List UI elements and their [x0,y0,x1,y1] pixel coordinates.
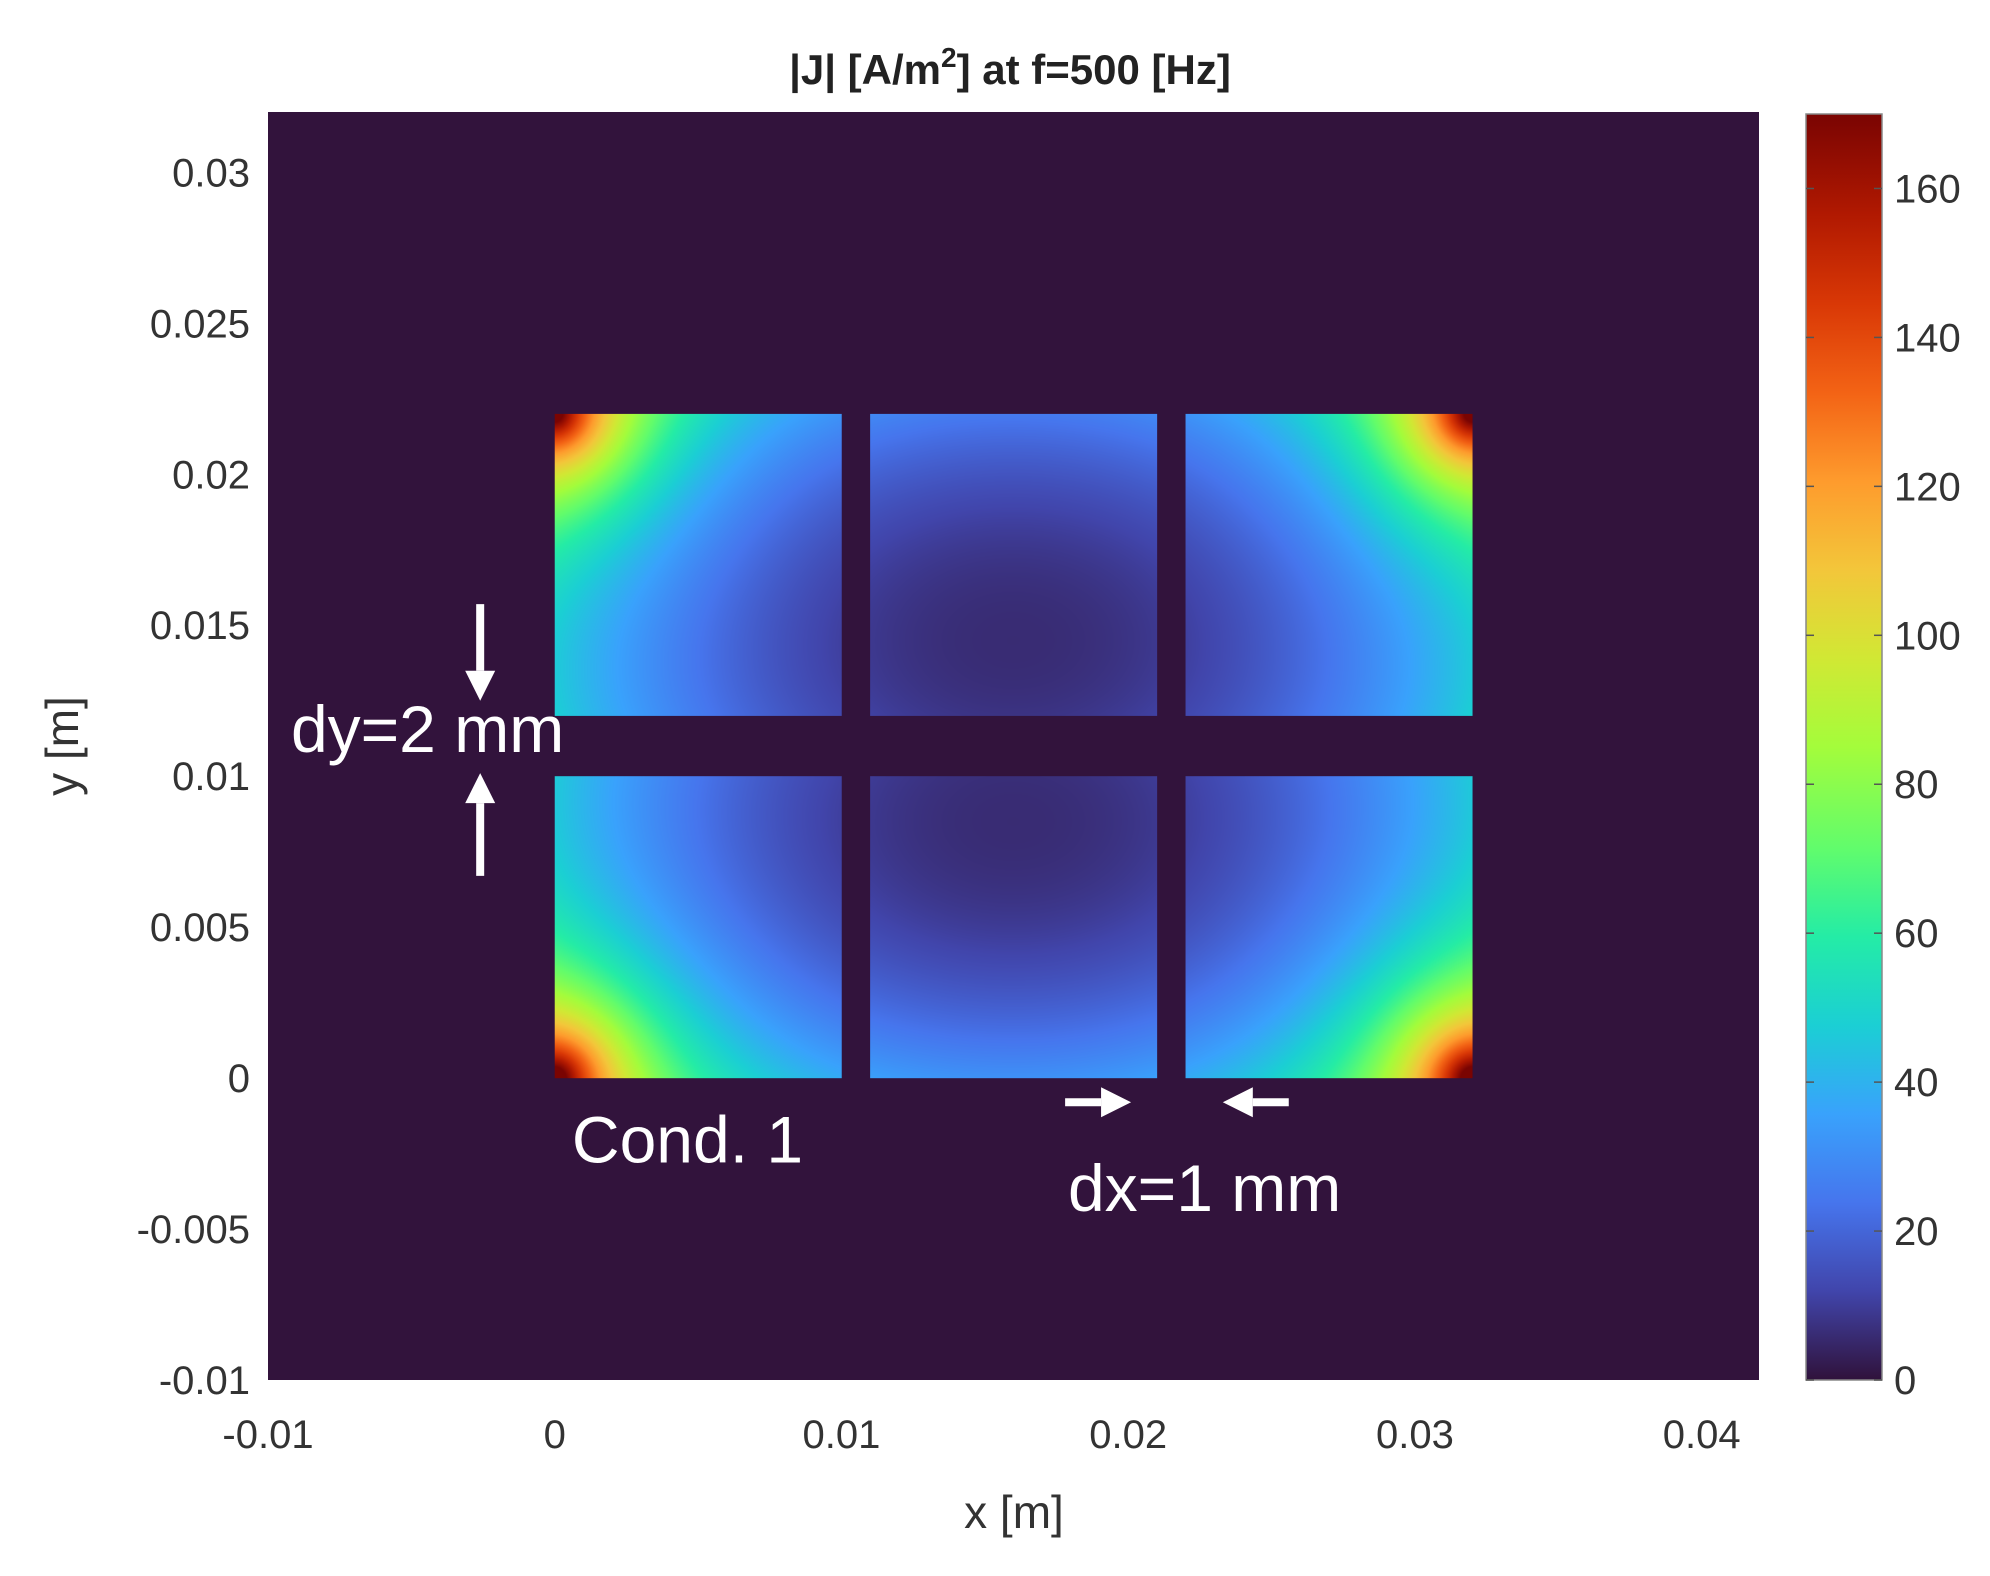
arrow-head [465,773,496,804]
y-axis-ticks: -0.01 -0.005 0 0.005 0.01 0.015 0.02 0.025 0.03 [137,151,250,1403]
chart-title: |J| [A/m2] at f=500 [Hz] [789,42,1231,94]
y-tick-label: 0.02 [172,453,250,497]
colorbar-ticks: 0 20 40 60 80 100 120 140 160 [1806,167,1961,1403]
y-tick-label: 0.03 [172,151,250,195]
x-tick-label: 0 [544,1413,566,1457]
arrow-head [1101,1087,1132,1118]
plot-area [268,112,1759,1380]
conductor-4 [554,413,842,716]
x-tick-label: 0.01 [803,1413,881,1457]
annotation-layer: dy=2 mm Cond. 1 dx=1 mm [291,604,1341,1225]
x-axis-label: x [m] [964,1486,1064,1538]
colorbar-tick-label: 160 [1894,167,1961,211]
x-tick-label: 0.04 [1663,1413,1741,1457]
annotation-label: dx=1 mm [1068,1151,1341,1225]
y-tick-label: 0 [228,1057,250,1101]
y-tick-label: 0.005 [150,906,250,950]
y-tick-label: 0.015 [150,604,250,648]
conductor-3 [1185,776,1473,1079]
x-tick-label: -0.01 [222,1413,313,1457]
arrow-head [1222,1087,1253,1118]
conductor-6 [1185,413,1473,716]
y-tick-label: -0.005 [137,1208,250,1252]
dimension-arrow [1222,1087,1289,1118]
arrow-head [465,670,496,701]
conductor-5 [870,413,1158,716]
x-tick-label: 0.02 [1089,1413,1167,1457]
colorbar-tick-label: 60 [1894,912,1939,956]
dimension-arrow [465,604,496,701]
colorbar-tick-label: 40 [1894,1061,1939,1105]
colorbar-tick-label: 100 [1894,614,1961,658]
colorbar [1805,113,1883,1381]
colorbar-tick-label: 120 [1894,465,1961,509]
colorbar-tick-label: 140 [1894,316,1961,360]
y-tick-label: 0.01 [172,755,250,799]
conductor-1 [554,776,842,1079]
conductor-2 [870,776,1158,1079]
colorbar-tick-label: 80 [1894,763,1939,807]
dimension-arrow [1065,1087,1132,1118]
annotation-label: dy=2 mm [291,692,564,766]
x-axis-ticks: -0.01 0 0.01 0.02 0.03 0.04 [222,1413,1740,1457]
dimension-arrow [465,773,496,876]
colorbar-tick-label: 0 [1894,1359,1916,1403]
colorbar-tick-label: 20 [1894,1210,1939,1254]
conductor-layer [554,413,1473,1079]
x-tick-label: 0.03 [1376,1413,1454,1457]
y-tick-label: 0.025 [150,302,250,346]
annotation-label: Cond. 1 [572,1103,803,1177]
y-tick-label: -0.01 [159,1359,250,1403]
y-axis-label: y [m] [36,696,88,796]
